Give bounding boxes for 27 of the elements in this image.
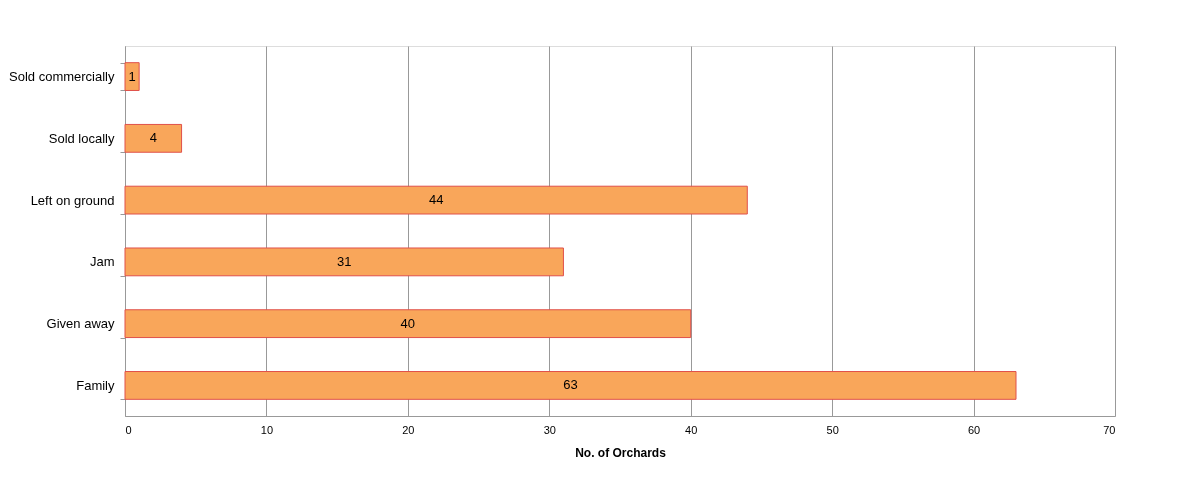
bar [124,62,140,91]
x-tick-label: 20 [402,423,415,436]
y-tick-label: Sold commercially [9,69,115,85]
y-tick-label: Sold locally [48,130,115,146]
x-tick-label: 0 [125,423,132,436]
y-tick-label: Given away [46,316,115,332]
y-tick-label: Family [76,377,115,393]
data-label: 40 [400,315,416,331]
data-label: 31 [336,253,352,269]
x-axis-title: No. of Orchards [575,445,667,460]
x-tick-label: 70 [1103,423,1116,436]
x-tick-label: 50 [826,423,839,436]
x-tick-label: 40 [685,423,698,436]
data-label: 4 [149,130,157,146]
y-tick-label: Jam [89,254,115,270]
y-tick-label: Left on ground [30,192,115,208]
data-label: 44 [428,192,444,208]
x-tick-label: 30 [543,423,556,436]
x-tick-label: 10 [260,423,274,436]
bar [124,247,564,277]
data-label: 1 [128,68,136,84]
bar [124,371,1017,400]
x-tick-label: 60 [967,423,981,436]
bar [124,309,692,339]
bar [124,123,183,153]
bar [124,185,748,215]
data-label: 63 [563,377,578,393]
